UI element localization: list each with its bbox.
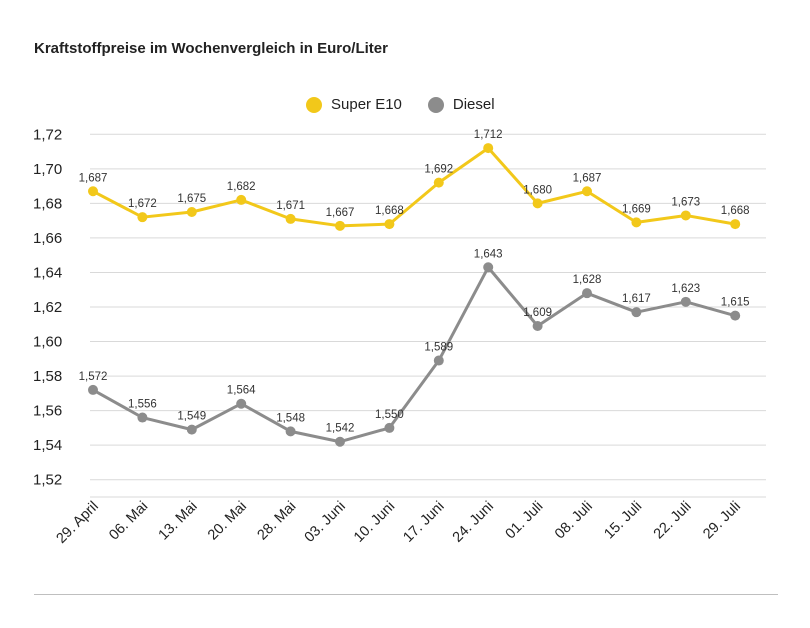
- data-label: 1,589: [424, 342, 453, 354]
- y-tick-label: 1,64: [33, 264, 62, 281]
- data-point: [433, 355, 444, 366]
- x-tick-label: 15. Juli: [601, 499, 645, 543]
- x-tick-label: 17. Juni: [400, 499, 447, 546]
- data-label: 1,668: [375, 205, 404, 217]
- data-point: [582, 288, 592, 299]
- x-tick-label: 28. Mai: [254, 499, 299, 544]
- data-point: [680, 296, 691, 307]
- x-tick-label: 06. Mai: [106, 499, 151, 544]
- x-tick-label: 20. Mai: [205, 499, 250, 544]
- data-label: 1,682: [227, 181, 256, 193]
- data-point: [236, 194, 247, 205]
- x-tick-label: 29. Juli: [700, 499, 744, 543]
- legend-item-super: Super E10: [306, 96, 402, 113]
- x-tick-label: 24. Juni: [450, 499, 497, 546]
- x-tick-label: 29. April: [53, 499, 101, 547]
- data-label: 1,550: [375, 409, 404, 421]
- data-point: [483, 143, 494, 154]
- x-tick-label: 10. Juni: [351, 499, 398, 546]
- data-point: [186, 207, 197, 217]
- y-tick-label: 1,62: [33, 299, 62, 316]
- data-label: 1,667: [326, 207, 355, 219]
- data-label: 1,623: [671, 283, 700, 295]
- data-label: 1,628: [573, 274, 602, 286]
- data-label: 1,548: [276, 412, 305, 424]
- data-point: [433, 177, 444, 188]
- legend-label-super: Super E10: [331, 96, 402, 113]
- data-label: 1,549: [177, 411, 206, 423]
- data-point: [384, 422, 395, 433]
- data-point: [88, 186, 98, 197]
- chart-legend: Super E10 Diesel: [306, 96, 495, 113]
- series-line-diesel: [92, 265, 736, 444]
- data-label: 1,712: [474, 129, 503, 141]
- data-label: 1,692: [424, 164, 453, 176]
- data-point: [137, 212, 148, 223]
- data-point: [88, 384, 98, 395]
- chart-title: Kraftstoffpreise im Wochenvergleich in E…: [34, 40, 388, 57]
- y-tick-label: 1,56: [33, 403, 62, 420]
- legend-item-diesel: Diesel: [427, 96, 495, 113]
- data-point: [335, 436, 345, 447]
- data-point: [582, 186, 592, 197]
- data-label: 1,669: [622, 203, 651, 215]
- data-label: 1,687: [79, 172, 108, 184]
- legend-marker-diesel: [427, 96, 444, 113]
- y-tick-label: 1,66: [33, 230, 62, 247]
- data-point: [384, 219, 395, 230]
- data-point: [285, 213, 296, 224]
- data-label: 1,671: [276, 200, 305, 212]
- data-point: [532, 321, 543, 331]
- data-point: [483, 262, 494, 273]
- data-point: [236, 398, 247, 409]
- y-tick-label: 1,70: [33, 161, 62, 178]
- data-label: 1,564: [227, 385, 256, 397]
- data-label: 1,643: [474, 248, 503, 260]
- series-line-super-e10: [92, 146, 736, 228]
- data-point: [680, 210, 691, 221]
- data-label: 1,673: [671, 196, 700, 208]
- y-tick-label: 1,52: [33, 472, 62, 489]
- y-tick-label: 1,54: [33, 437, 62, 454]
- legend-marker-super: [306, 96, 322, 113]
- x-tick-label: 03. Juni: [302, 499, 349, 546]
- data-label: 1,615: [721, 297, 750, 309]
- data-point: [137, 412, 148, 423]
- y-tick-label: 1,60: [33, 334, 62, 351]
- data-label: 1,572: [79, 371, 108, 383]
- x-tick-label: 13. Mai: [156, 499, 201, 544]
- data-label: 1,680: [523, 184, 552, 196]
- data-point: [532, 198, 543, 209]
- data-label: 1,687: [573, 172, 602, 184]
- data-label: 1,672: [128, 198, 157, 210]
- x-tick-label: 08. Juli: [552, 499, 596, 543]
- y-tick-label: 1,58: [33, 368, 62, 385]
- data-label: 1,542: [326, 423, 355, 435]
- data-point: [631, 307, 642, 318]
- legend-label-diesel: Diesel: [452, 96, 495, 113]
- x-tick-label: 22. Juli: [651, 499, 695, 543]
- y-tick-label: 1,72: [33, 126, 62, 143]
- x-tick-label: 01. Juli: [503, 499, 547, 543]
- data-label: 1,556: [128, 399, 157, 411]
- data-label: 1,609: [523, 307, 552, 319]
- data-label: 1,668: [721, 205, 750, 217]
- data-label: 1,675: [177, 193, 206, 205]
- data-point: [730, 219, 741, 230]
- data-point: [186, 424, 197, 435]
- data-point: [285, 426, 296, 437]
- data-label: 1,617: [622, 293, 651, 305]
- data-point: [631, 217, 642, 228]
- data-point: [335, 220, 345, 231]
- data-point: [730, 310, 741, 321]
- bottom-divider: [34, 594, 778, 595]
- y-tick-label: 1,68: [33, 195, 62, 212]
